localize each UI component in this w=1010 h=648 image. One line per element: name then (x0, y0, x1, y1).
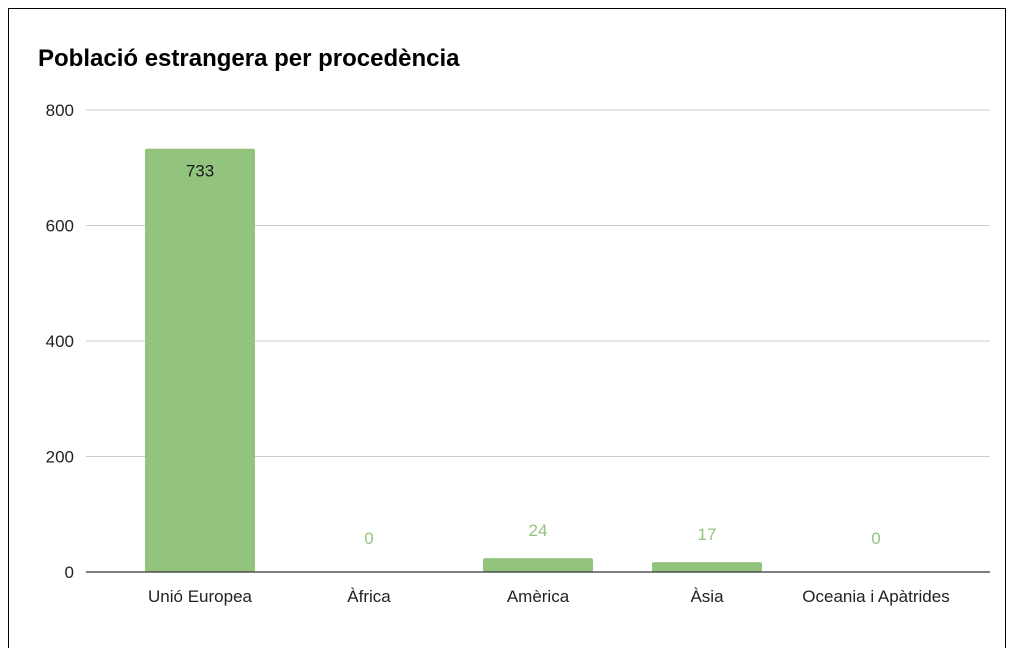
bar (652, 562, 762, 572)
x-category-label: Àfrica (347, 587, 391, 606)
data-label: 17 (698, 525, 717, 544)
y-tick-label: 800 (46, 101, 74, 120)
data-label: 0 (364, 529, 373, 548)
bars (145, 148, 762, 572)
bar-chart: 0 200 400 600 800 733 0 24 17 0 Unió Europea Àfri… (46, 101, 990, 606)
y-tick-label: 0 (65, 563, 74, 582)
bar (145, 148, 255, 572)
y-axis-ticks: 0 200 400 600 800 (46, 101, 74, 582)
x-category-label: Oceania i Apàtrides (802, 587, 949, 606)
y-tick-label: 200 (46, 448, 74, 467)
chart-title: Població estrangera per procedència (38, 45, 460, 72)
x-axis-categories: Unió Europea Àfrica Amèrica Àsia Oceania i A… (148, 587, 950, 606)
x-category-label: Amèrica (507, 587, 570, 606)
x-category-label: Unió Europea (148, 587, 253, 606)
x-category-label: Àsia (690, 587, 724, 606)
y-tick-label: 400 (46, 332, 74, 351)
data-label: 24 (529, 521, 548, 540)
y-tick-label: 600 (46, 217, 74, 236)
data-label: 0 (871, 529, 880, 548)
data-labels: 733 0 24 17 0 (186, 162, 881, 548)
bar (483, 558, 593, 572)
data-label: 733 (186, 162, 214, 181)
